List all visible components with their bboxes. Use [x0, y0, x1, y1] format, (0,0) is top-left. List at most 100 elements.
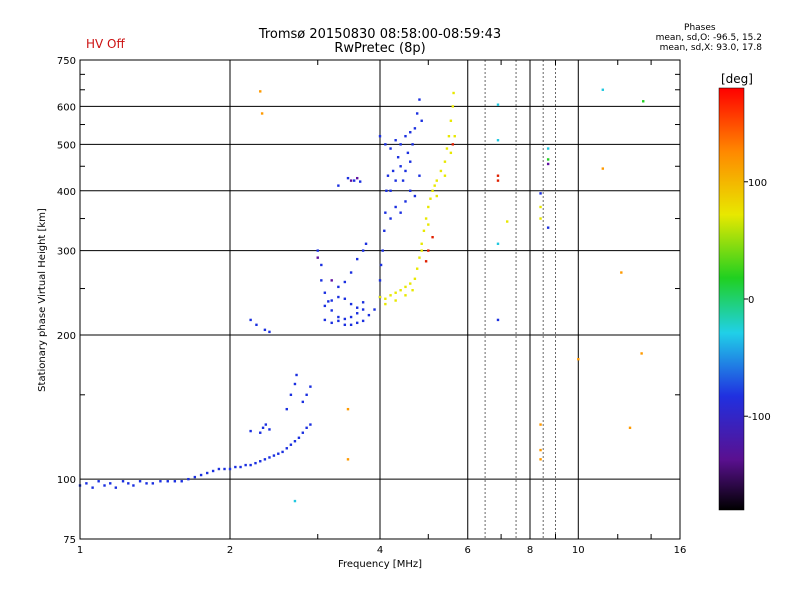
- echo-point: [404, 200, 407, 203]
- echo-point: [396, 156, 400, 159]
- echo-point: [628, 426, 632, 430]
- echo-point: [394, 139, 397, 142]
- echo-point: [601, 167, 605, 170]
- echo-point: [420, 249, 423, 252]
- echo-point: [260, 112, 264, 115]
- echo-point: [217, 467, 221, 471]
- colorbar-tick-label: 100: [748, 178, 767, 189]
- echo-point: [577, 358, 580, 361]
- echo-point: [384, 211, 387, 214]
- echo-point: [320, 263, 323, 267]
- echo-point: [249, 429, 252, 433]
- echo-point: [109, 482, 112, 485]
- echo-point: [349, 271, 353, 274]
- colorbar: [718, 87, 745, 511]
- echo-point: [343, 317, 347, 321]
- echo-point: [399, 165, 402, 168]
- echo-point: [413, 127, 417, 130]
- echo-point: [399, 289, 402, 292]
- echo-point: [386, 174, 390, 177]
- echo-point: [281, 450, 284, 454]
- echo-point: [427, 205, 430, 209]
- x-tick-label: 8: [527, 545, 533, 556]
- echo-point: [327, 300, 330, 303]
- y-tick-label: 100: [57, 475, 76, 486]
- echo-point: [355, 312, 359, 315]
- echo-point: [301, 431, 305, 434]
- echo-point: [330, 309, 333, 312]
- echo-point: [323, 291, 327, 294]
- echo-point: [379, 263, 383, 267]
- echo-point: [640, 352, 643, 355]
- x-tick-label: 4: [377, 545, 383, 556]
- echo-point: [453, 134, 456, 138]
- echo-point: [293, 382, 297, 386]
- echo-point: [293, 499, 297, 503]
- x-axis-ticks: 1 2 4 6 8 10 16: [77, 60, 686, 556]
- echo-point: [268, 428, 271, 431]
- echo-point: [546, 226, 550, 229]
- echo-point: [145, 482, 148, 485]
- echo-point: [404, 294, 407, 297]
- echo-point: [316, 256, 319, 259]
- y-axis-ticks: 75 100 200 300 400 500 600 750: [57, 56, 680, 546]
- echo-point: [295, 373, 298, 377]
- echo-point: [394, 299, 397, 302]
- echo-point: [85, 482, 88, 485]
- echo-point: [373, 308, 376, 311]
- echo-point: [330, 279, 333, 282]
- echo-point: [505, 220, 509, 223]
- x-tick-label: 10: [572, 545, 585, 556]
- echo-point: [355, 176, 359, 180]
- echo-point: [449, 151, 453, 155]
- echo-point: [384, 302, 387, 306]
- echo-point: [404, 285, 407, 289]
- echo-point: [337, 285, 340, 289]
- echo-point: [539, 205, 542, 209]
- echo-point: [389, 294, 392, 297]
- echo-point: [394, 179, 397, 182]
- data-points: [78, 88, 645, 503]
- plot-frame: [79, 59, 681, 540]
- echo-point: [391, 169, 395, 173]
- echo-point: [309, 385, 312, 388]
- echo-point: [420, 242, 423, 245]
- y-tick-label: 400: [57, 187, 76, 198]
- echo-point: [97, 480, 100, 483]
- echo-point: [413, 194, 417, 198]
- echo-point: [364, 242, 368, 245]
- echo-point: [309, 423, 312, 426]
- echo-point: [285, 447, 288, 450]
- echo-point: [293, 440, 297, 443]
- echo-point: [431, 189, 434, 192]
- echo-point: [409, 160, 412, 163]
- echo-point: [127, 482, 130, 485]
- echo-point: [223, 467, 226, 471]
- echo-point: [378, 295, 382, 299]
- echo-point: [166, 480, 169, 483]
- echo-point: [349, 179, 353, 182]
- echo-point: [496, 179, 500, 182]
- echo-point: [439, 169, 443, 173]
- echo-point: [289, 393, 293, 397]
- x-tick-label: 2: [227, 545, 233, 556]
- echo-point: [199, 473, 203, 477]
- echo-point: [323, 304, 327, 308]
- echo-point: [358, 180, 362, 183]
- echo-point: [435, 194, 438, 198]
- echo-point: [330, 299, 333, 302]
- hv-status-label: HV Off: [86, 37, 125, 51]
- echo-point: [496, 139, 500, 142]
- echo-point: [422, 229, 426, 232]
- phases-panel: Phases mean, sd,O: -96.5, 15.2 mean, sd,…: [656, 23, 762, 53]
- echo-point: [316, 249, 319, 252]
- echo-point: [187, 477, 190, 481]
- echo-point: [539, 458, 542, 461]
- echo-point: [539, 192, 542, 195]
- echo-point: [411, 143, 414, 146]
- echo-point: [132, 484, 135, 487]
- echo-point: [433, 184, 436, 187]
- phases-o-line: mean, sd,O: -96.5, 15.2: [655, 33, 762, 43]
- echo-point: [384, 297, 387, 300]
- echo-point: [277, 452, 280, 455]
